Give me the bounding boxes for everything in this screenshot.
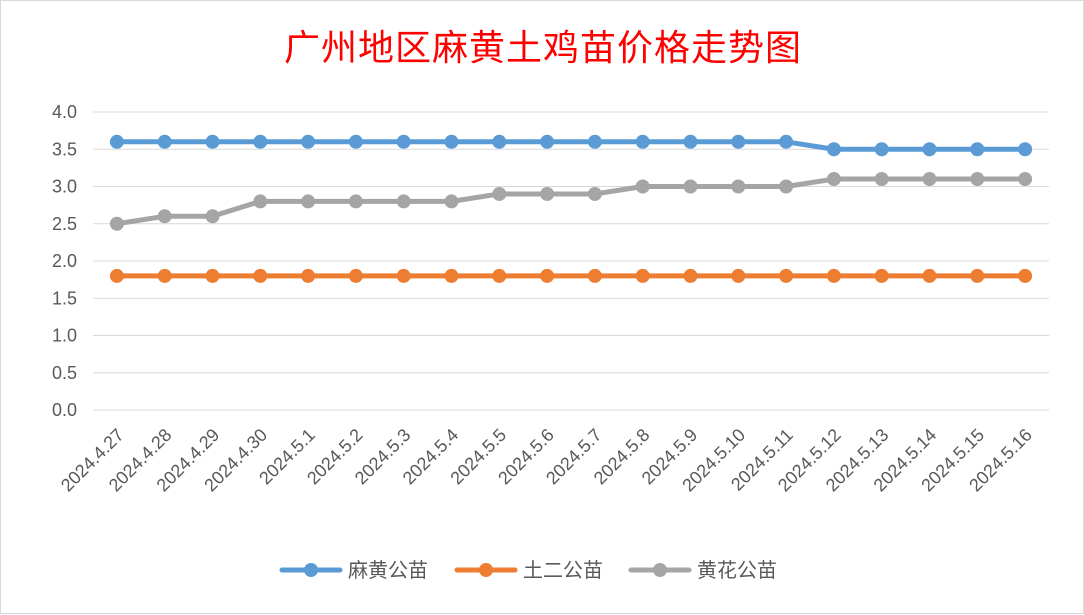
data-point-series-3: [109, 216, 124, 231]
data-point-series-3: [683, 179, 698, 194]
data-point-series-1: [779, 134, 794, 149]
data-point-series-2: [396, 268, 411, 283]
y-tick-label: 0.0: [52, 400, 77, 420]
y-tick-label: 3.0: [52, 177, 77, 197]
data-point-series-1: [635, 134, 650, 149]
data-point-series-2: [109, 268, 124, 283]
data-point-series-3: [922, 172, 937, 187]
data-point-series-1: [1018, 142, 1033, 157]
data-point-series-1: [731, 134, 746, 149]
data-point-series-3: [1018, 172, 1033, 187]
legend-marker-3: [653, 563, 667, 577]
data-point-series-2: [635, 268, 650, 283]
data-point-series-1: [826, 142, 841, 157]
data-point-series-2: [683, 268, 698, 283]
data-point-series-3: [492, 186, 507, 201]
data-point-series-1: [540, 134, 555, 149]
data-point-series-1: [970, 142, 985, 157]
data-point-series-3: [157, 209, 172, 224]
data-point-series-2: [348, 268, 363, 283]
data-point-series-2: [253, 268, 268, 283]
y-tick-label: 1.0: [52, 326, 77, 346]
y-tick-label: 2.5: [52, 214, 77, 234]
legend-marker-2: [479, 563, 493, 577]
data-point-series-2: [731, 268, 746, 283]
data-point-series-2: [492, 268, 507, 283]
data-point-series-3: [253, 194, 268, 209]
chart-title: 广州地区麻黄土鸡苗价格走势图: [283, 28, 802, 69]
data-point-series-3: [874, 172, 889, 187]
legend-marker-1: [304, 563, 318, 577]
data-point-series-2: [157, 268, 172, 283]
data-point-series-2: [301, 268, 316, 283]
data-point-series-2: [874, 268, 889, 283]
legend-label-3: 黄花公苗: [697, 558, 777, 582]
data-point-series-2: [587, 268, 602, 283]
data-point-series-2: [922, 268, 937, 283]
y-tick-label: 4.0: [52, 102, 77, 122]
data-point-series-3: [348, 194, 363, 209]
data-point-series-2: [205, 268, 220, 283]
data-point-series-1: [348, 134, 363, 149]
data-point-series-3: [779, 179, 794, 194]
data-point-series-2: [1018, 268, 1033, 283]
data-point-series-1: [253, 134, 268, 149]
series-line-1: [114, 139, 1028, 152]
data-point-series-1: [492, 134, 507, 149]
data-point-series-2: [444, 268, 459, 283]
data-point-series-3: [970, 172, 985, 187]
data-point-series-3: [444, 194, 459, 209]
data-point-series-3: [587, 186, 602, 201]
data-point-series-3: [540, 186, 555, 201]
data-point-series-1: [109, 134, 124, 149]
data-point-series-3: [301, 194, 316, 209]
y-tick-label: 0.5: [52, 363, 77, 383]
data-point-series-3: [205, 209, 220, 224]
data-point-series-1: [205, 134, 220, 149]
data-point-series-3: [826, 172, 841, 187]
data-point-series-2: [540, 268, 555, 283]
data-point-series-2: [826, 268, 841, 283]
legend-label-2: 土二公苗: [523, 558, 603, 582]
data-point-series-1: [396, 134, 411, 149]
y-tick-label: 1.5: [52, 288, 77, 308]
data-point-series-1: [157, 134, 172, 149]
data-point-series-3: [396, 194, 411, 209]
data-point-series-1: [683, 134, 698, 149]
series-line-3: [114, 176, 1028, 227]
data-point-series-1: [874, 142, 889, 157]
legend-label-1: 麻黄公苗: [348, 558, 428, 582]
data-point-series-2: [779, 268, 794, 283]
data-point-series-3: [635, 179, 650, 194]
data-point-series-1: [301, 134, 316, 149]
data-point-series-2: [970, 268, 985, 283]
data-point-series-1: [444, 134, 459, 149]
y-tick-label: 2.0: [52, 251, 77, 271]
data-point-series-1: [922, 142, 937, 157]
data-point-series-1: [587, 134, 602, 149]
y-tick-label: 3.5: [52, 139, 77, 159]
data-point-series-3: [731, 179, 746, 194]
